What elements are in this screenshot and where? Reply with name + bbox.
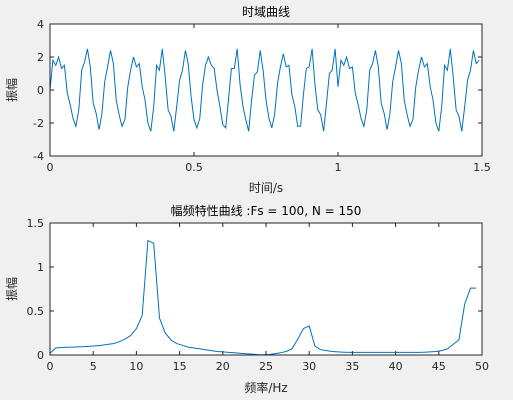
frequency-x-axis-label: 频率/Hz: [244, 380, 287, 395]
frequency-x-tick-label: 5: [90, 360, 97, 373]
frequency-y-tick-label: 1: [37, 261, 44, 274]
time-series-line: [49, 48, 480, 132]
time-y-ticks: -4 -2 0 2 4: [33, 18, 482, 163]
time-x-axis-label: 时间/s: [249, 181, 283, 195]
frequency-y-tick-label: 1.5: [27, 217, 45, 230]
frequency-chart: 幅频特性曲线 :Fs = 100, N = 150 0 5 10 15 20 25 30 35…: [4, 203, 489, 395]
time-chart-title: 时域曲线: [242, 5, 290, 19]
frequency-chart-title: 幅频特性曲线 :Fs = 100, N = 150: [171, 203, 362, 218]
time-y-tick-label: 2: [37, 51, 44, 64]
frequency-x-tick-label: 30: [302, 360, 316, 373]
frequency-axes-background: [50, 223, 482, 355]
time-x-tick-label: 0.5: [185, 161, 203, 174]
frequency-x-tick-label: 50: [475, 360, 489, 373]
time-y-tick-label: -2: [33, 117, 44, 130]
frequency-y-tick-label: 0.5: [27, 305, 45, 318]
frequency-x-ticks: 0 5 10 15 20 25 30 35 40 45 50: [47, 223, 489, 373]
time-x-tick-label: 0: [47, 161, 54, 174]
time-y-axis-label: 振幅: [4, 78, 19, 102]
frequency-x-tick-label: 15: [173, 360, 187, 373]
frequency-x-tick-label: 10: [129, 360, 143, 373]
time-x-tick-label: 1.5: [473, 161, 491, 174]
frequency-y-tick-label: 0: [37, 349, 44, 362]
time-x-tick-label: 1: [335, 161, 342, 174]
frequency-x-tick-label: 35: [345, 360, 359, 373]
time-x-ticks: 0 0.5 1 1.5: [47, 24, 491, 174]
frequency-x-tick-label: 40: [389, 360, 403, 373]
time-y-tick-label: 4: [37, 18, 44, 31]
time-y-tick-label: -4: [33, 150, 44, 163]
time-axes-background: [50, 24, 482, 156]
frequency-x-tick-label: 45: [432, 360, 446, 373]
time-domain-chart: 时域曲线 0 0.5 1 1.5 -4 -2 0 2 4 时间/s 振幅: [4, 5, 491, 195]
frequency-y-axis-label: 振幅: [4, 277, 19, 301]
frequency-x-tick-label: 20: [216, 360, 230, 373]
time-y-tick-label: 0: [37, 84, 44, 97]
frequency-y-ticks: 0 0.5 1 1.5: [27, 217, 482, 362]
frequency-x-tick-label: 25: [259, 360, 273, 373]
frequency-x-tick-label: 0: [47, 360, 54, 373]
